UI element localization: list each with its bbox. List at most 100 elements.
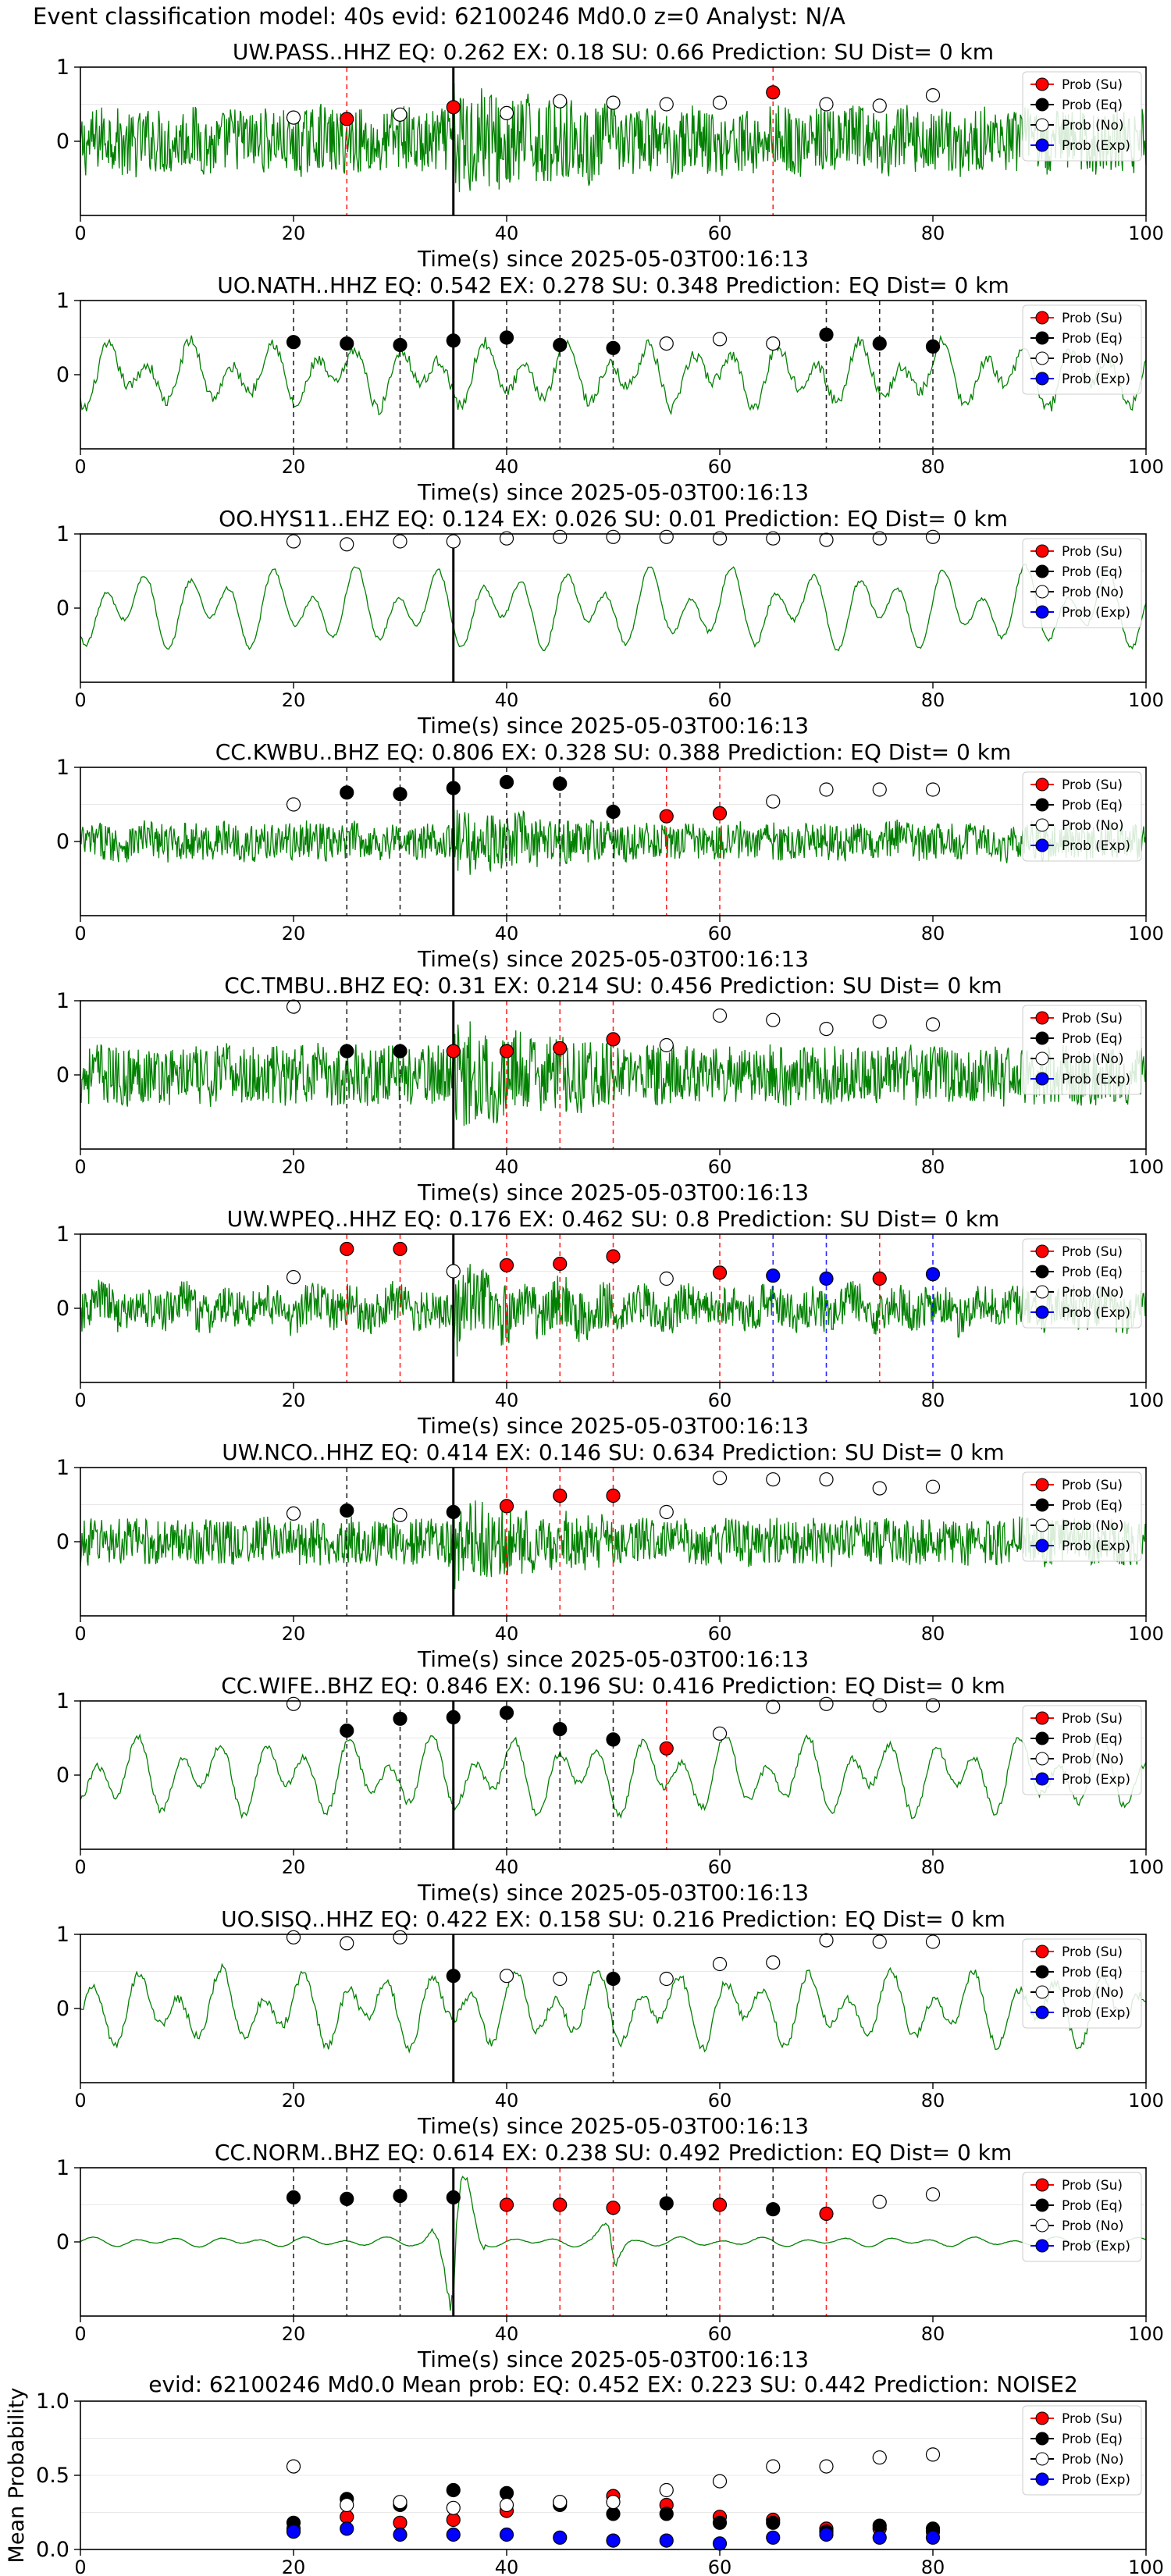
legend-entry-label: Prob (Su) [1062,1478,1123,1493]
prob-marker [393,1241,408,1257]
legend-entry-label: Prob (Su) [1062,2411,1123,2427]
prob-marker [553,94,568,109]
mean-prob-marker [393,2515,408,2530]
prob-marker [872,531,887,546]
x-tick-label: 0 [74,2556,86,2576]
y-tick-label: 1.0 [36,2389,69,2414]
prob-marker [872,1271,887,1286]
y-tick-label: 0.5 [36,2464,69,2488]
prob-marker [872,1481,887,1496]
waveform-trace [80,334,1147,416]
prob-marker [606,95,621,110]
prob-marker [393,1711,408,1726]
x-tick-label: 20 [282,923,306,945]
x-tick-label: 0 [74,2090,86,2112]
legend-marker [1035,2452,1049,2466]
prob-marker [659,1971,674,1987]
x-tick-label: 80 [921,1856,945,1878]
panel-title: CC.TMBU..BHZ EQ: 0.31 EX: 0.214 SU: 0.45… [224,973,1002,998]
legend-marker [1035,564,1049,578]
legend-marker [1035,331,1049,345]
legend-marker [1035,1711,1049,1725]
prob-marker [872,336,887,351]
prob-marker [446,2190,461,2205]
prob-marker [286,999,301,1014]
x-axis-label: Time(s) since 2025-05-03T00:16:13 [417,246,809,272]
prob-marker [286,534,301,549]
legend-entry-label: Prob (No) [1062,1285,1124,1300]
waveform-panel: UW.NCO..HHZ EQ: 0.414 EX: 0.146 SU: 0.63… [56,1439,1164,1672]
prob-marker [819,1021,834,1037]
x-tick-label: 100 [1128,2556,1164,2576]
prob-marker [659,529,674,544]
panel-title: OO.HYS11..EHZ EQ: 0.124 EX: 0.026 SU: 0.… [219,506,1008,532]
legend-entry-label: Prob (Exp) [1062,372,1130,387]
legend-box [1022,1938,1142,2029]
prob-marker [925,1267,941,1282]
x-tick-label: 100 [1128,923,1164,945]
x-tick-label: 0 [74,2323,86,2345]
legend-marker [1035,1752,1049,1766]
waveform-panel: UW.PASS..HHZ EQ: 0.262 EX: 0.18 SU: 0.66… [56,39,1164,272]
legend-entry-label: Prob (Su) [1062,1011,1123,1026]
y-tick-label: 0 [56,1763,69,1788]
legend-entry-label: Prob (Eq) [1062,331,1123,347]
x-axis-label: Time(s) since 2025-05-03T00:16:13 [417,713,809,738]
x-tick-label: 80 [921,689,945,711]
prob-marker [499,1258,514,1273]
prob-marker [446,1504,461,1520]
mean-prob-marker [819,2527,834,2542]
legend-entry-label: Prob (No) [1062,1051,1124,1067]
x-tick-label: 60 [708,2556,732,2576]
x-tick-label: 60 [708,1156,732,1178]
prob-marker [659,2196,674,2211]
legend-box [1022,2405,1142,2496]
prob-marker [872,1934,887,1949]
prob-marker [819,1271,834,1286]
prob-marker [393,534,408,549]
y-tick-label: 0 [56,363,69,387]
x-tick-label: 20 [282,1156,306,1178]
legend-entry-label: Prob (Su) [1062,1944,1123,1960]
mean-prob-marker [499,2527,514,2542]
prob-marker [819,782,834,797]
legend-marker [1035,1305,1049,1319]
legend-marker [1035,1518,1049,1532]
prob-marker [766,794,781,809]
prob-marker [606,1732,621,1747]
prob-marker [712,806,728,821]
legend-entry-label: Prob (Exp) [1062,2239,1130,2254]
legend-entry-label: Prob (Exp) [1062,1539,1130,1554]
mean-prob-marker [340,2510,354,2524]
prob-marker [286,110,301,125]
x-tick-label: 60 [708,689,732,711]
x-tick-label: 40 [495,456,519,478]
prob-marker [286,335,301,350]
axes-frame [80,533,1147,683]
x-tick-label: 0 [74,923,86,945]
mean-prob-marker [393,2527,408,2542]
x-tick-label: 20 [282,456,306,478]
x-tick-label: 0 [74,456,86,478]
prob-marker [340,1503,354,1518]
x-tick-label: 40 [495,2323,519,2345]
prob-marker [499,774,514,790]
x-axis-label: Time(s) since 2025-05-03T00:16:13 [417,1413,809,1439]
legend-marker [1035,311,1049,325]
legend-entry-label: Prob (No) [1062,1752,1124,1767]
summary-title: evid: 62100246 Md0.0 Mean prob: EQ: 0.45… [148,2371,1078,2397]
panel-title: UW.WPEQ..HHZ EQ: 0.176 EX: 0.462 SU: 0.8… [227,1206,1000,1232]
prob-marker [766,1268,781,1283]
prob-marker [819,97,834,112]
prob-marker [606,1249,621,1264]
legend-marker [1035,838,1049,852]
prob-marker [766,85,781,100]
prob-marker [819,2206,834,2221]
legend-entry-label: Prob (Exp) [1062,838,1130,854]
legend-entry-label: Prob (Su) [1062,1711,1123,1727]
prob-marker [766,1012,781,1027]
prob-marker [340,1936,354,1951]
waveform-panel: CC.WIFE..BHZ EQ: 0.846 EX: 0.196 SU: 0.4… [56,1673,1164,1905]
x-tick-label: 20 [282,1623,306,1645]
prob-marker [606,2201,621,2215]
